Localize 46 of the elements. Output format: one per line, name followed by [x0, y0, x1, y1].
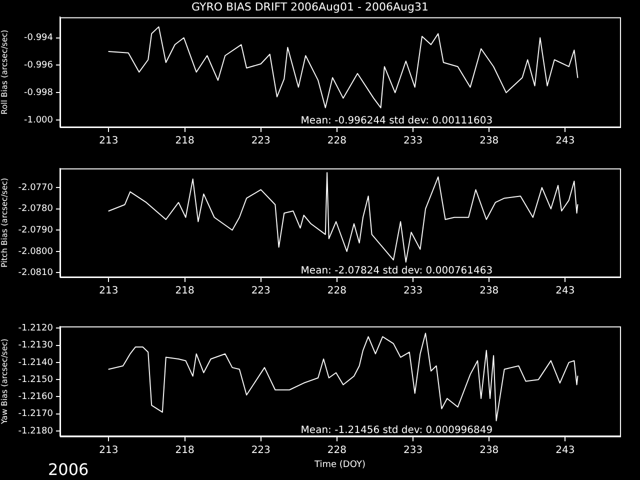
y-tick-label: -1.000: [24, 115, 54, 126]
x-tick-label: 238: [480, 286, 499, 297]
y-tick-label: -2.0810: [18, 268, 54, 278]
y-tick-label: -1.2170: [18, 409, 54, 420]
x-tick-label: 228: [327, 286, 347, 297]
y-tick-label: -1.2150: [18, 374, 54, 385]
annotation: Mean: -0.996244 std dev: 0.00111603: [300, 116, 493, 127]
y-axis-title: Pitch Bias (arcsec/sec): [0, 178, 9, 268]
x-tick-label: 213: [99, 444, 118, 456]
y-tick-label: -1.2180: [18, 426, 54, 436]
y-tick-label: -0.994: [24, 33, 54, 44]
y-tick-label: -2.0770: [18, 182, 54, 193]
chart-title: GYRO BIAS DRIFT 2006Aug01 - 2006Aug31: [192, 0, 428, 14]
x-tick-label: 223: [251, 286, 270, 297]
y-tick-label: -1.2130: [18, 340, 54, 351]
x-tick-label: 228: [327, 136, 347, 147]
x-tick-label: 233: [403, 286, 423, 297]
y-tick-label: -2.0790: [18, 225, 54, 236]
y-tick-label: -0.998: [24, 88, 54, 98]
x-tick-label: 233: [403, 136, 423, 147]
x-axis-title: Time (DOY): [314, 460, 366, 470]
x-tick-label: 213: [99, 136, 118, 147]
y-tick-label: -1.2120: [18, 323, 54, 334]
x-tick-label: 243: [556, 136, 575, 147]
y-tick-label: -0.996: [24, 60, 54, 71]
y-tick-label: -2.0800: [18, 246, 54, 257]
x-tick-label: 233: [403, 444, 423, 456]
x-tick-label: 218: [175, 286, 194, 297]
x-tick-label: 243: [556, 444, 575, 456]
text: 2006: [48, 460, 89, 480]
x-tick-label: 213: [99, 286, 118, 297]
x-tick-label: 218: [175, 444, 194, 456]
x-tick-label: 243: [556, 286, 575, 297]
x-tick-label: 238: [480, 444, 499, 456]
y-axis-title: Roll Bias (arcsec/sec): [0, 30, 9, 114]
y-tick-label: -2.0780: [18, 204, 54, 214]
annotation: Mean: -2.07824 std dev: 0.000761463: [300, 266, 493, 277]
x-tick-label: 223: [251, 444, 270, 456]
annotation: Mean: -1.21456 std dev: 0.000996849: [300, 424, 493, 436]
x-tick-label: 238: [480, 136, 499, 147]
x-tick-label: 228: [327, 444, 347, 456]
y-axis-title: Yaw Bias (arcsec/sec): [0, 338, 9, 426]
x-tick-label: 223: [251, 136, 270, 147]
x-tick-label: 218: [175, 136, 194, 147]
y-tick-label: -1.2160: [18, 392, 54, 402]
y-tick-label: -1.2140: [18, 358, 54, 368]
